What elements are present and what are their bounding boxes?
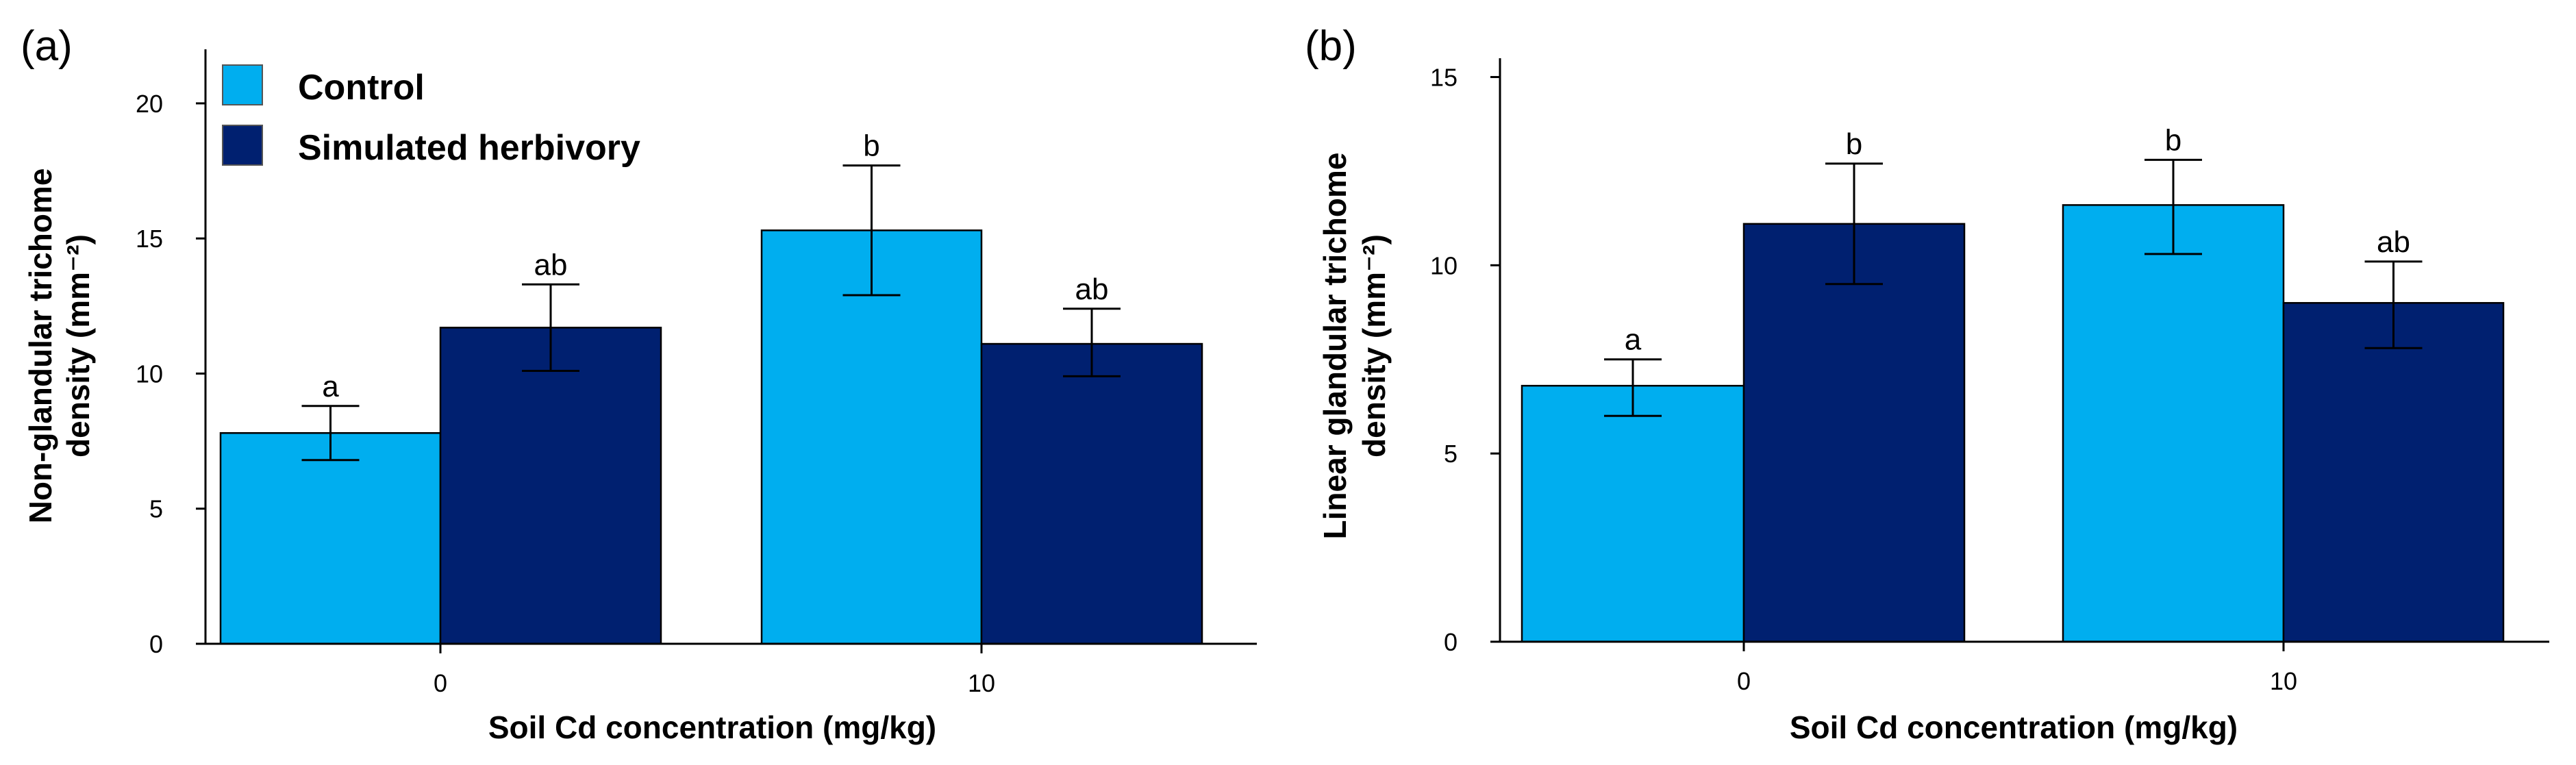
panel-a-ytick-label-5: 5 bbox=[149, 495, 163, 523]
panel-b-bar-control-0 bbox=[1521, 384, 1745, 643]
panel-b-sig-herbivory-10: ab bbox=[2377, 225, 2410, 259]
panel-a-ytick-label-0: 0 bbox=[149, 630, 163, 658]
panel-b-bar-herbivory-0 bbox=[1742, 223, 1966, 643]
legend-label-control: Control bbox=[298, 68, 425, 108]
panel-a-ylabel-line-2: density (mm⁻²) bbox=[60, 234, 96, 457]
panel-a-bar-herbivory-0 bbox=[439, 327, 662, 645]
panel-a-xtick-label-10: 10 bbox=[968, 669, 995, 697]
panel-b-xlabel: Soil Cd concentration (mg/kg) bbox=[1790, 710, 2238, 745]
panel-a-sig-control-10: b bbox=[863, 129, 879, 163]
legend-label-herbivory: Simulated herbivory bbox=[298, 128, 640, 168]
panel-a-ylabel-line-1: Non-glandular trichome bbox=[23, 168, 58, 524]
panel-b-ylabel-line-2: density (mm⁻²) bbox=[1356, 234, 1392, 457]
panel-b-sig-control-10: b bbox=[2165, 123, 2181, 157]
panel-a-ytick-label-10: 10 bbox=[136, 360, 163, 388]
legend-swatch-herbivory bbox=[222, 125, 263, 166]
panel-a-sig-herbivory-10: ab bbox=[1075, 273, 1109, 306]
panel-b-bar-herbivory-10 bbox=[2282, 302, 2505, 643]
panel-a-bar-herbivory-10 bbox=[980, 342, 1203, 645]
panel-b-ylabel-line-1: Linear glandular trichome bbox=[1317, 153, 1353, 540]
panel-b-ytick-label-0: 0 bbox=[1444, 628, 1458, 656]
panel-b-ytick-label-10: 10 bbox=[1430, 251, 1458, 279]
panel-a-ytick-label-15: 15 bbox=[136, 225, 163, 253]
panel-a-xtick-label-0: 0 bbox=[434, 669, 447, 697]
panel-b-ytick-label-15: 15 bbox=[1430, 63, 1458, 91]
panel-a-bar-control-0 bbox=[219, 432, 442, 645]
panel-b-sig-herbivory-0: b bbox=[1846, 127, 1862, 161]
panel-b-sig-control-0: a bbox=[1625, 323, 1642, 357]
panel-a-bar-control-10 bbox=[760, 229, 983, 645]
panel-b-label: (b) bbox=[1305, 23, 1357, 70]
legend-swatch-control bbox=[222, 64, 263, 105]
panel-b-xtick-label-10: 10 bbox=[2270, 667, 2297, 695]
panel-b-bar-control-10 bbox=[2062, 204, 2285, 643]
panel-b-xtick-label-0: 0 bbox=[1737, 667, 1751, 695]
panel-a-sig-control-0: a bbox=[322, 370, 339, 403]
panel-a-ytick-label-20: 20 bbox=[136, 90, 163, 118]
panel-a-sig-herbivory-0: ab bbox=[534, 248, 568, 281]
panel-b-ytick-label-5: 5 bbox=[1444, 440, 1458, 468]
panel-a-label: (a) bbox=[21, 23, 73, 70]
panel-a-xlabel: Soil Cd concentration (mg/kg) bbox=[488, 710, 936, 745]
